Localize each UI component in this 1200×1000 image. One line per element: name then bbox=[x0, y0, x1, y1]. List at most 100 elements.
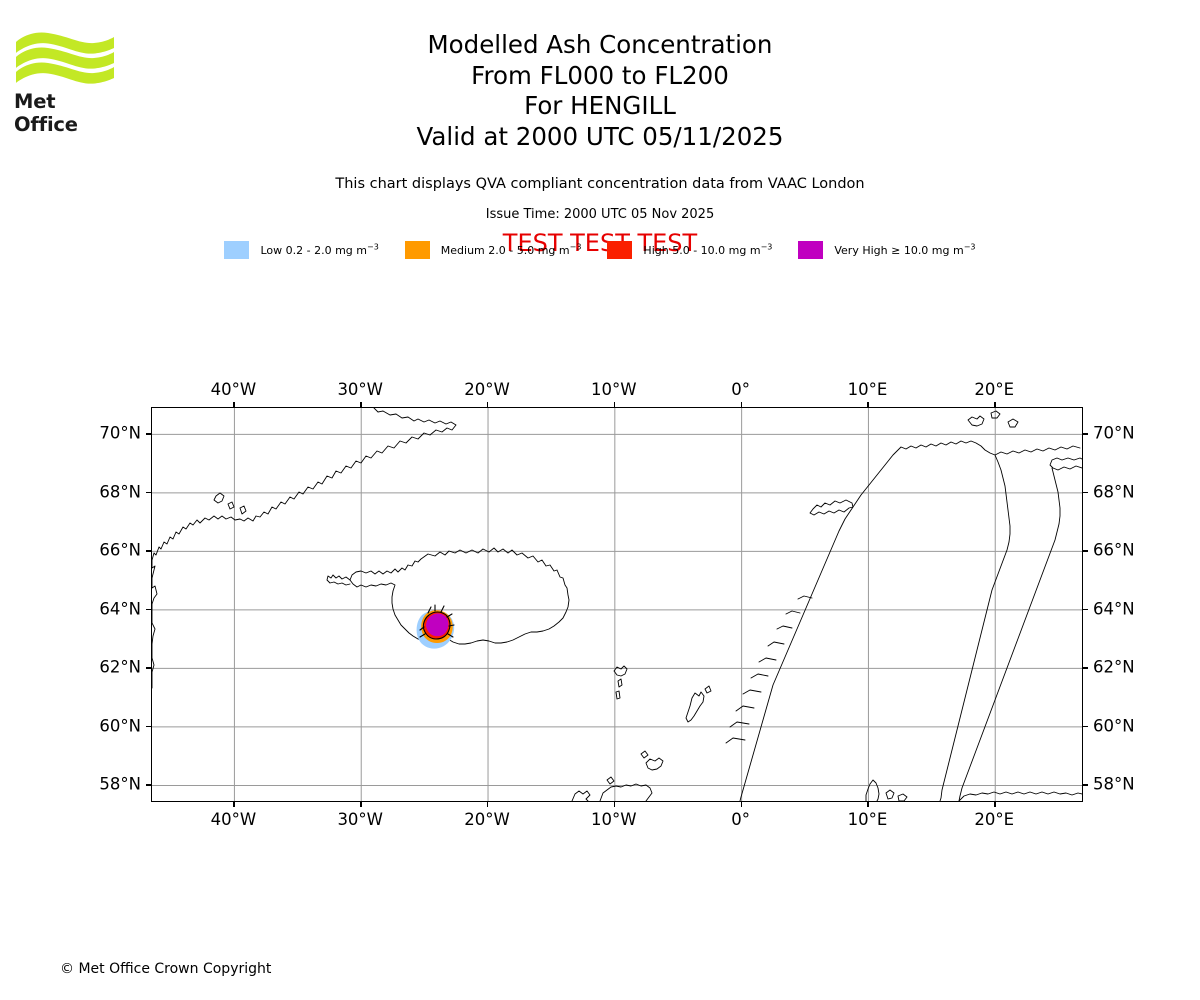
greenland-island-a bbox=[227, 501, 235, 510]
lat-label-right-60°N: 60°N bbox=[1093, 716, 1135, 736]
lon-label-top-20°E: 20°E bbox=[974, 380, 1015, 399]
lon-tick-bottom-10°E bbox=[867, 802, 869, 807]
norway-fjords bbox=[725, 595, 813, 744]
lat-tick-left-66°N bbox=[146, 550, 151, 552]
denmark-island bbox=[897, 793, 908, 801]
iceland-westfjords bbox=[326, 574, 351, 586]
coastlines bbox=[152, 408, 1082, 801]
lon-label-bottom-10°W: 10°W bbox=[591, 810, 637, 829]
legend-item-very-high: Very High ≥ 10.0 mg m−3 bbox=[798, 241, 976, 259]
iceland-coastline bbox=[349, 547, 570, 645]
lon-tick-top-30°W bbox=[360, 402, 362, 407]
lat-tick-left-60°N bbox=[146, 725, 151, 728]
lat-label-left-68°N: 68°N bbox=[99, 482, 141, 502]
greenland-inlet bbox=[213, 492, 225, 504]
scotland-north-coast bbox=[599, 783, 653, 801]
lon-tick-top-10°E bbox=[867, 402, 869, 407]
orkney-north-isle bbox=[640, 750, 649, 759]
faroe-suduroy bbox=[615, 690, 621, 700]
map-canvas bbox=[152, 408, 1082, 801]
lat-tick-left-58°N bbox=[146, 784, 151, 786]
lat-tick-left-64°N bbox=[146, 608, 151, 611]
legend-swatch-low bbox=[224, 241, 250, 259]
shetland-north-isle bbox=[704, 685, 712, 694]
lat-label-right-62°N: 62°N bbox=[1093, 657, 1135, 677]
lofoten-islands bbox=[809, 499, 854, 516]
chart-header: Modelled Ash Concentration From FL000 to… bbox=[0, 0, 1200, 257]
denmark-zealand bbox=[885, 789, 895, 800]
north-arctic-isle-c bbox=[1007, 418, 1019, 428]
lat-label-left-64°N: 64°N bbox=[99, 599, 141, 619]
volcano-name: For HENGILL bbox=[524, 91, 676, 120]
page-title: Modelled Ash Concentration bbox=[427, 30, 773, 59]
lon-tick-bottom-0° bbox=[740, 802, 742, 807]
baltic-south-coast bbox=[958, 791, 1082, 801]
shetland-islands bbox=[685, 691, 705, 723]
lat-label-right-58°N: 58°N bbox=[1093, 774, 1135, 794]
lat-tick-left-68°N bbox=[146, 491, 151, 494]
lon-label-bottom-20°E: 20°E bbox=[974, 810, 1015, 829]
flight-level-range: From FL000 to FL200 bbox=[471, 60, 729, 90]
qva-note: This chart displays QVA compliant concen… bbox=[335, 176, 865, 192]
lon-tick-bottom-10°W bbox=[613, 802, 616, 807]
lat-label-right-64°N: 64°N bbox=[1093, 599, 1135, 619]
legend-swatch-medium bbox=[404, 241, 430, 259]
norway-west-coast bbox=[739, 440, 1081, 801]
lat-tick-right-64°N bbox=[1083, 608, 1088, 611]
lat-label-left-70°N: 70°N bbox=[99, 423, 141, 443]
lon-label-bottom-20°W: 20°W bbox=[464, 810, 510, 829]
lon-tick-top-20°E bbox=[994, 402, 996, 407]
legend-label-low: Low 0.2 - 2.0 mg m−3 bbox=[260, 241, 379, 257]
lon-label-top-0°: 0° bbox=[731, 380, 750, 399]
lon-label-bottom-30°W: 30°W bbox=[337, 810, 383, 829]
lat-tick-right-66°N bbox=[1083, 550, 1088, 552]
denmark-jutland bbox=[865, 779, 880, 801]
lat-label-left-62°N: 62°N bbox=[99, 657, 141, 677]
lat-tick-right-58°N bbox=[1083, 784, 1088, 786]
kola-coast bbox=[1049, 457, 1082, 471]
lat-tick-left-62°N bbox=[146, 667, 151, 669]
lon-label-top-30°W: 30°W bbox=[337, 380, 383, 399]
lon-label-bottom-10°E: 10°E bbox=[847, 810, 888, 829]
map-frame bbox=[151, 407, 1083, 802]
lat-label-left-58°N: 58°N bbox=[99, 774, 141, 794]
lat-label-right-66°N: 66°N bbox=[1093, 540, 1135, 560]
lon-label-bottom-0°: 0° bbox=[731, 810, 750, 829]
legend-label-high: High 5.0 - 10.0 mg m−3 bbox=[643, 241, 773, 257]
lon-tick-top-10°W bbox=[613, 402, 616, 407]
lon-label-top-20°W: 20°W bbox=[464, 380, 510, 399]
valid-time: Valid at 2000 UTC 05/11/2025 bbox=[416, 121, 784, 151]
met-office-waves-icon bbox=[16, 32, 114, 84]
lat-tick-right-62°N bbox=[1083, 667, 1088, 669]
legend-item-low: Low 0.2 - 2.0 mg m−3 bbox=[224, 241, 379, 259]
lon-label-top-10°W: 10°W bbox=[591, 380, 637, 399]
ash-concentration-map: 40°W 40°W 30°W 30°W 20°W 20°W 10°W 10°W 0° 0° 10°E… bbox=[99, 380, 1134, 829]
concentration-legend: Low 0.2 - 2.0 mg m−3 Medium 2.0 - 5.0 mg … bbox=[0, 241, 1200, 259]
copyright-notice: © Met Office Crown Copyright bbox=[60, 961, 272, 977]
lat-tick-right-60°N bbox=[1083, 725, 1088, 728]
faroe-south-island bbox=[617, 678, 623, 688]
lon-tick-bottom-30°W bbox=[360, 802, 362, 807]
greenland-coastline bbox=[152, 408, 457, 689]
ash-plume bbox=[416, 604, 455, 649]
test-banner: TEST TEST TEST bbox=[502, 229, 698, 257]
orkney-islands bbox=[645, 757, 664, 771]
legend-label-medium: Medium 2.0 - 5.0 mg m−3 bbox=[440, 241, 582, 257]
legend-swatch-high bbox=[607, 241, 633, 259]
outer-hebrides bbox=[571, 790, 591, 801]
north-arctic-isle-b bbox=[990, 410, 1001, 419]
legend-swatch-very-high bbox=[798, 241, 824, 259]
legend-label-very-high: Very High ≥ 10.0 mg m−3 bbox=[834, 241, 976, 257]
lat-label-right-70°N: 70°N bbox=[1093, 423, 1135, 443]
legend-item-medium: Medium 2.0 - 5.0 mg m−3 bbox=[404, 241, 582, 259]
plume-very-high-contour bbox=[426, 613, 449, 637]
lon-tick-bottom-40°W bbox=[233, 802, 235, 807]
greenland-island-b bbox=[239, 505, 247, 515]
lon-label-top-40°W: 40°W bbox=[210, 380, 257, 399]
lon-tick-top-40°W bbox=[233, 402, 235, 407]
issue-time: Issue Time: 2000 UTC 05 Nov 2025 bbox=[485, 207, 715, 222]
lon-tick-top-0° bbox=[740, 402, 742, 407]
lon-tick-top-20°W bbox=[487, 402, 489, 407]
finland-east-border bbox=[958, 467, 1061, 801]
lon-label-bottom-40°W: 40°W bbox=[210, 810, 257, 829]
